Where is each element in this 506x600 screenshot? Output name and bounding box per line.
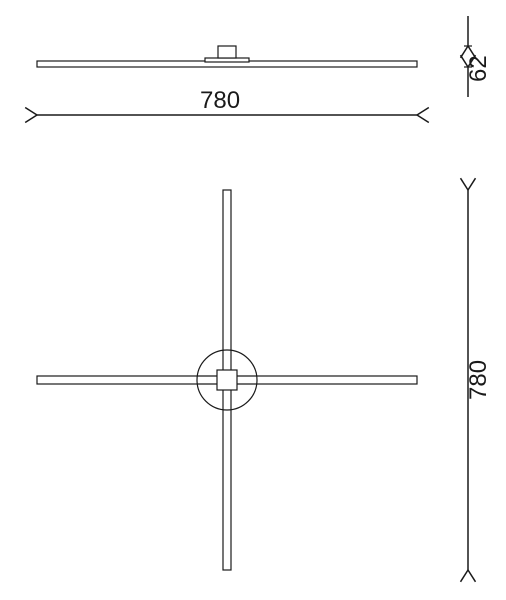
- dim-width-label: 780: [200, 87, 240, 114]
- technical-drawing: 780 62 780: [0, 0, 506, 600]
- plan-view: [37, 190, 417, 570]
- dim-plan-height-label: 780: [465, 360, 492, 400]
- dim-mount-height-label: 62: [465, 55, 492, 82]
